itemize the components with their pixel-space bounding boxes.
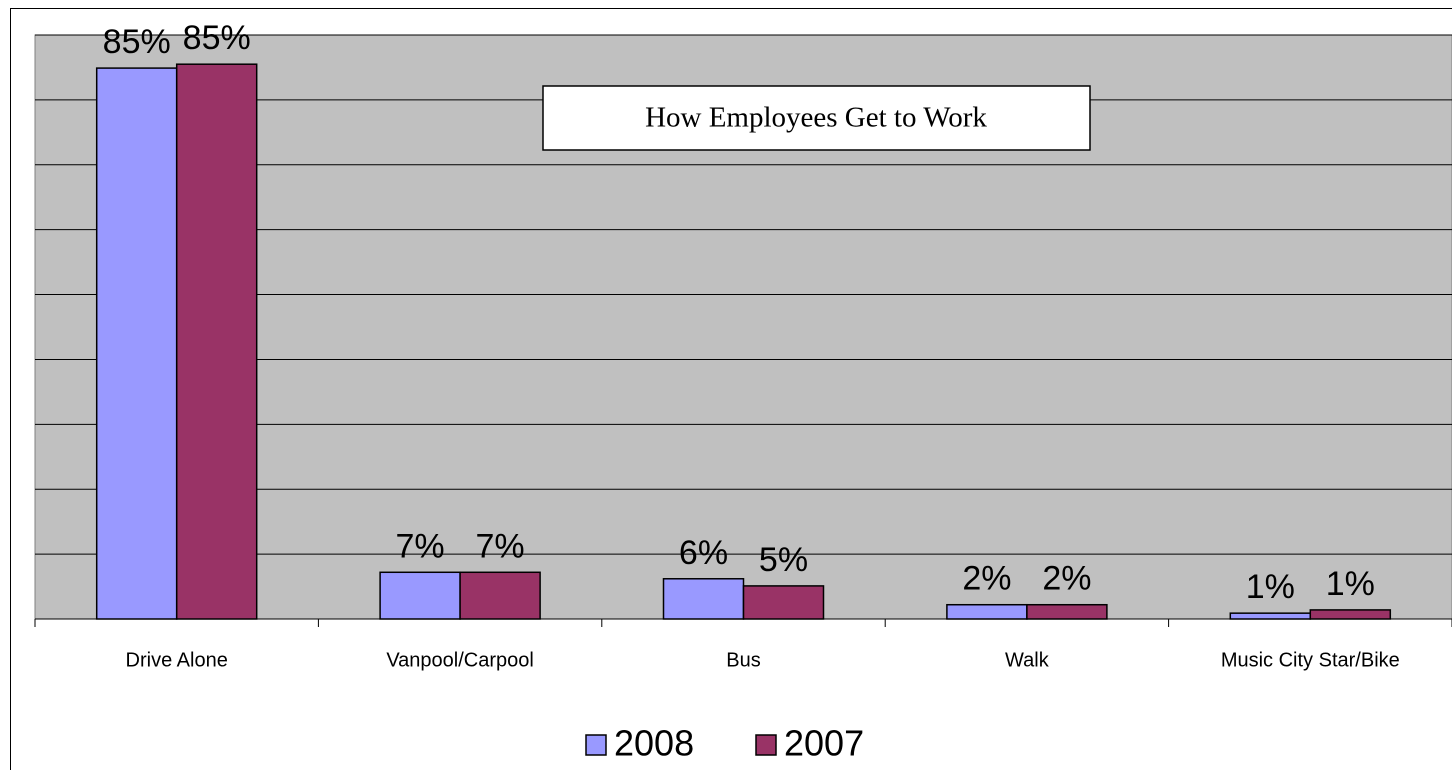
data-label: 7% [396,527,445,565]
data-label: 85% [103,23,171,61]
bar [1229,612,1312,620]
data-label: 2% [1042,560,1091,598]
bar [459,571,541,620]
bar [742,585,825,620]
bar [95,67,178,620]
x-tick-label: Drive Alone [126,649,228,671]
bar [175,63,258,620]
legend-label: 2008 [614,723,694,764]
data-label: 7% [476,527,525,565]
legend-swatch [755,734,777,756]
data-label: 1% [1246,568,1295,606]
chart-title: How Employees Get to Work [645,102,987,134]
x-tick-label: Music City Star/Bike [1221,649,1400,671]
legend-label: 2007 [784,723,864,764]
data-label: 2% [962,560,1011,598]
data-label: 5% [759,541,808,579]
bar [1309,609,1392,620]
x-tick-label: Walk [1005,649,1050,671]
bar [946,603,1028,620]
bar [379,571,461,620]
bar [1026,603,1108,620]
x-tick-label: Bus [726,649,760,671]
legend-swatch [585,734,607,756]
data-label: 1% [1326,565,1375,603]
x-tick-label: Vanpool/Carpool [386,649,534,671]
bar [662,578,745,620]
title-box [542,85,1091,151]
data-label: 85% [183,19,251,57]
data-label: 6% [679,534,728,572]
